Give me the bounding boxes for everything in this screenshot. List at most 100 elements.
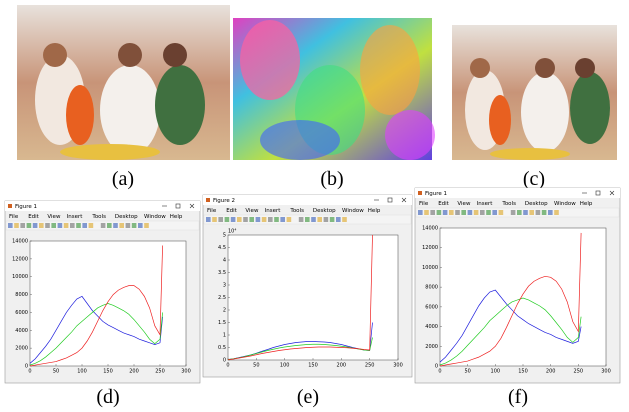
y-tick-label: 3.5 bbox=[218, 270, 226, 276]
toolbar-button bbox=[430, 210, 435, 215]
menu-item: Desktop bbox=[525, 201, 548, 207]
x-tick-label: 250 bbox=[574, 369, 584, 375]
toolbar-button bbox=[138, 223, 143, 228]
toolbar-button bbox=[480, 210, 485, 215]
toolbar-button bbox=[70, 223, 75, 228]
panel-label: (e) bbox=[297, 386, 319, 408]
toolbar-button bbox=[523, 210, 528, 215]
toolbar-button bbox=[330, 217, 335, 222]
menu-item: Edit bbox=[226, 208, 237, 214]
toolbar-button bbox=[243, 217, 248, 222]
toolbar-button bbox=[218, 217, 223, 222]
toolbar-button bbox=[212, 217, 217, 222]
y-tick-label: 14000 bbox=[12, 239, 28, 245]
toolbar-button bbox=[511, 210, 516, 215]
menu-item: Desktop bbox=[115, 214, 138, 220]
y-tick-label: 1 bbox=[223, 333, 226, 339]
toolbar-button bbox=[554, 210, 559, 215]
menu-item: View bbox=[47, 214, 61, 220]
toolbar-button bbox=[39, 223, 44, 228]
toolbar-button bbox=[418, 210, 423, 215]
window-title: Figure 1 bbox=[425, 191, 447, 197]
x-tick-label: 200 bbox=[129, 369, 139, 375]
figure: (a)(b)(c)(d)(e)(f)Figure 1FileEditViewIn… bbox=[0, 0, 629, 412]
image-a bbox=[17, 5, 230, 160]
toolbar-button bbox=[443, 210, 448, 215]
y-tick-label: 6000 bbox=[425, 304, 438, 310]
toolbar-button bbox=[107, 223, 112, 228]
y-tick-label: 8000 bbox=[425, 285, 438, 291]
toolbar-button bbox=[280, 217, 285, 222]
y-tick-label: 5 bbox=[223, 233, 226, 239]
toolbar-button bbox=[20, 223, 25, 228]
panel-label: (a) bbox=[112, 168, 134, 190]
toolbar-button bbox=[499, 210, 504, 215]
toolbar-button bbox=[58, 223, 63, 228]
toolbar-button bbox=[299, 217, 304, 222]
toolbar-button bbox=[262, 217, 267, 222]
toolbar-button bbox=[305, 217, 310, 222]
menu-item: File bbox=[9, 214, 19, 220]
window-title: Figure 2 bbox=[213, 198, 235, 204]
menu-item: Insert bbox=[265, 208, 282, 214]
y-tick-label: 0 bbox=[435, 364, 438, 370]
plot-area bbox=[440, 228, 606, 366]
toolbar-button bbox=[113, 223, 118, 228]
y-tick-label: 10000 bbox=[12, 274, 28, 280]
y-tick-label: 12000 bbox=[422, 245, 438, 251]
x-tick-label: 200 bbox=[546, 369, 556, 375]
x-tick-label: 200 bbox=[337, 363, 347, 369]
x-tick-label: 300 bbox=[393, 363, 403, 369]
toolbar-button bbox=[82, 223, 87, 228]
toolbar-button bbox=[256, 217, 261, 222]
toolbar-button bbox=[274, 217, 279, 222]
y-tick-label: 0 bbox=[25, 364, 28, 370]
toolbar-button bbox=[101, 223, 106, 228]
toolbar-button bbox=[14, 223, 19, 228]
y-exponent: 10⁴ bbox=[228, 229, 236, 235]
y-tick-label: 14000 bbox=[422, 226, 438, 232]
x-tick-label: 250 bbox=[155, 369, 165, 375]
toolbar-button bbox=[64, 223, 69, 228]
toolbar-button bbox=[517, 210, 522, 215]
toolbar-button bbox=[437, 210, 442, 215]
toolbar-button bbox=[324, 217, 329, 222]
toolbar-button bbox=[536, 210, 541, 215]
toolbar-button bbox=[8, 223, 13, 228]
toolbar-button bbox=[336, 217, 341, 222]
toolbar-button bbox=[144, 223, 149, 228]
toolbar-button bbox=[89, 223, 94, 228]
menu-item: Window bbox=[554, 201, 576, 207]
toolbar-button bbox=[27, 223, 32, 228]
menu-item: Help bbox=[368, 208, 381, 214]
toolbar-button bbox=[542, 210, 547, 215]
x-tick-label: 50 bbox=[53, 369, 59, 375]
x-tick-label: 300 bbox=[601, 369, 611, 375]
y-tick-label: 12000 bbox=[12, 256, 28, 262]
menu-item: Tools bbox=[289, 208, 304, 214]
menu-item: Help bbox=[170, 214, 183, 220]
toolbar-button bbox=[126, 223, 131, 228]
x-tick-label: 100 bbox=[280, 363, 290, 369]
y-tick-label: 4000 bbox=[425, 324, 438, 330]
menu-item: Tools bbox=[501, 201, 516, 207]
x-tick-label: 250 bbox=[365, 363, 375, 369]
toolbar-button bbox=[51, 223, 56, 228]
menu-item: Insert bbox=[67, 214, 84, 220]
x-tick-label: 150 bbox=[308, 363, 318, 369]
image-b bbox=[233, 18, 435, 160]
x-tick-label: 0 bbox=[438, 369, 441, 375]
x-tick-label: 0 bbox=[28, 369, 31, 375]
toolbar-button bbox=[492, 210, 497, 215]
toolbar-button bbox=[206, 217, 211, 222]
toolbar-button bbox=[424, 210, 429, 215]
menu-item: View bbox=[457, 201, 471, 207]
window-icon bbox=[8, 204, 12, 208]
menu-item: View bbox=[245, 208, 259, 214]
menu-item: File bbox=[207, 208, 217, 214]
y-tick-label: 0.5 bbox=[218, 345, 226, 351]
toolbar-button bbox=[132, 223, 137, 228]
y-tick-label: 2000 bbox=[425, 344, 438, 350]
toolbar-button bbox=[231, 217, 236, 222]
